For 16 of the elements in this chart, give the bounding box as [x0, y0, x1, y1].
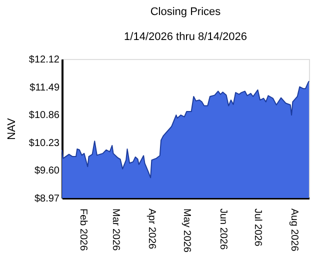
x-tick-label: Apr 2026 [146, 208, 158, 250]
y-tick-label: $11.49 [30, 82, 60, 94]
x-tick-label: Jul 2026 [252, 208, 264, 247]
x-tick-label: Aug 2026 [288, 208, 300, 252]
y-tick-label: $8.97 [34, 194, 60, 204]
x-tick-label: Jun 2026 [217, 208, 228, 250]
y-tick-label: $10.86 [28, 110, 60, 122]
x-tick-label: Feb 2026 [77, 208, 88, 252]
y-tick-label: $10.23 [28, 138, 60, 149]
y-axis-title: NAV [6, 117, 18, 140]
y-tick-label: $12.12 [28, 54, 60, 66]
x-tick-label: May 2026 [181, 208, 192, 253]
y-tick-label: $9.60 [34, 166, 60, 177]
chart-subtitle: 1/14/2026 thru 8/14/2026 [124, 31, 247, 43]
x-tick-label: Mar 2026 [110, 208, 122, 252]
chart-title: Closing Prices [150, 6, 222, 18]
